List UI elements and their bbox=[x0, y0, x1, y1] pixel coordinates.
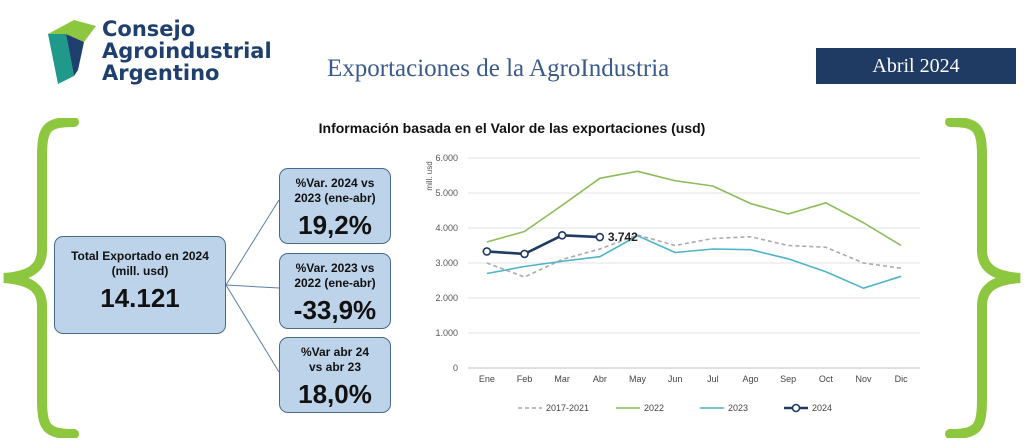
kpi-var-abr: %Var abr 24 vs abr 23 18,0% bbox=[279, 337, 391, 413]
series-line-2017-2021 bbox=[486, 234, 902, 278]
y-tick-label: 2.000 bbox=[435, 293, 458, 303]
data-point-2024 bbox=[595, 232, 605, 242]
data-point-2024 bbox=[557, 231, 567, 240]
kpi-var-2023-label-2: 2022 (ene-abr) bbox=[294, 276, 376, 290]
kpi-var-2024-vs-2023: %Var. 2024 vs 2023 (ene-abr) 19,2% bbox=[279, 168, 391, 244]
section-title: Información basada en el Valor de las ex… bbox=[318, 120, 706, 136]
logo-text: Consejo Agroindustrial Argentino bbox=[102, 18, 272, 84]
kpi-var-abr-label-1: %Var abr 24 bbox=[300, 345, 370, 359]
y-axis-label: mill. usd bbox=[425, 161, 434, 190]
y-tick-label: 6.000 bbox=[435, 153, 458, 163]
kpi-var-2023-vs-2022: %Var. 2023 vs 2022 (ene-abr) -33,9% bbox=[279, 253, 391, 329]
kpi-var-abr-label-2: vs abr 23 bbox=[308, 360, 362, 374]
logo-mark-icon bbox=[48, 20, 96, 84]
x-tick-label: Ene bbox=[479, 374, 495, 384]
series-line-2022 bbox=[486, 170, 902, 247]
data-point-2024 bbox=[520, 249, 529, 259]
kpi-total-value: 14.121 bbox=[100, 283, 180, 313]
x-tick-label: Dic bbox=[895, 374, 908, 384]
x-tick-label: Oct bbox=[819, 374, 834, 384]
kpi-var-2023-label-1: %Var. 2023 vs bbox=[295, 261, 375, 275]
logo-line-2: Agroindustrial bbox=[102, 39, 272, 63]
series-line-2024 bbox=[486, 234, 600, 256]
logo: Consejo Agroindustrial Argentino bbox=[44, 14, 294, 96]
kpi-var-2024-label-1: %Var. 2024 vs bbox=[295, 176, 375, 190]
x-tick-label: Jul bbox=[707, 374, 719, 384]
x-tick-label: Abr bbox=[593, 374, 607, 384]
y-tick-label: 4.000 bbox=[435, 223, 458, 233]
legend-marker bbox=[791, 403, 801, 413]
right-brace-icon bbox=[945, 118, 1021, 438]
y-tick-label: 0 bbox=[453, 363, 458, 373]
kpi-var-abr-value: 18,0% bbox=[298, 379, 372, 409]
y-tick-label: 1.000 bbox=[435, 328, 458, 338]
x-tick-label: Jun bbox=[668, 374, 683, 384]
legend-label: 2023 bbox=[728, 403, 748, 413]
logo-line-3: Argentino bbox=[102, 61, 220, 85]
page-title: Exportaciones de la AgroIndustria bbox=[327, 55, 670, 82]
logo-line-1: Consejo bbox=[102, 17, 196, 41]
data-label: 3.742 bbox=[608, 230, 638, 244]
kpi-var-2024-value: 19,2% bbox=[298, 210, 372, 240]
y-tick-label: 3.000 bbox=[435, 258, 458, 268]
x-tick-label: Nov bbox=[855, 374, 872, 384]
date-badge: Abril 2024 bbox=[816, 48, 1016, 84]
left-brace-icon bbox=[3, 118, 79, 438]
legend-label: 2022 bbox=[644, 403, 664, 413]
x-tick-label: Sep bbox=[780, 374, 796, 384]
legend-label: 2017-2021 bbox=[546, 403, 589, 413]
x-tick-label: Feb bbox=[517, 374, 533, 384]
kpi-var-2023-value: -33,9% bbox=[293, 295, 377, 325]
kpi-total-exported: Total Exportado en 2024 (mill. usd) 14.1… bbox=[54, 236, 226, 334]
kpi-total-label-1: Total Exportado en 2024 bbox=[71, 249, 209, 263]
legend-label: 2024 bbox=[812, 403, 832, 413]
kpi-var-2024-label-2: 2023 (ene-abr) bbox=[294, 191, 376, 205]
series-line-2023 bbox=[486, 234, 902, 289]
kpi-total-label-2: (mill. usd) bbox=[111, 264, 169, 278]
x-tick-label: May bbox=[629, 374, 647, 384]
data-point-2024 bbox=[482, 247, 492, 256]
x-tick-label: Mar bbox=[554, 374, 570, 384]
y-tick-label: 5.000 bbox=[435, 188, 458, 198]
x-tick-label: Ago bbox=[742, 374, 758, 384]
